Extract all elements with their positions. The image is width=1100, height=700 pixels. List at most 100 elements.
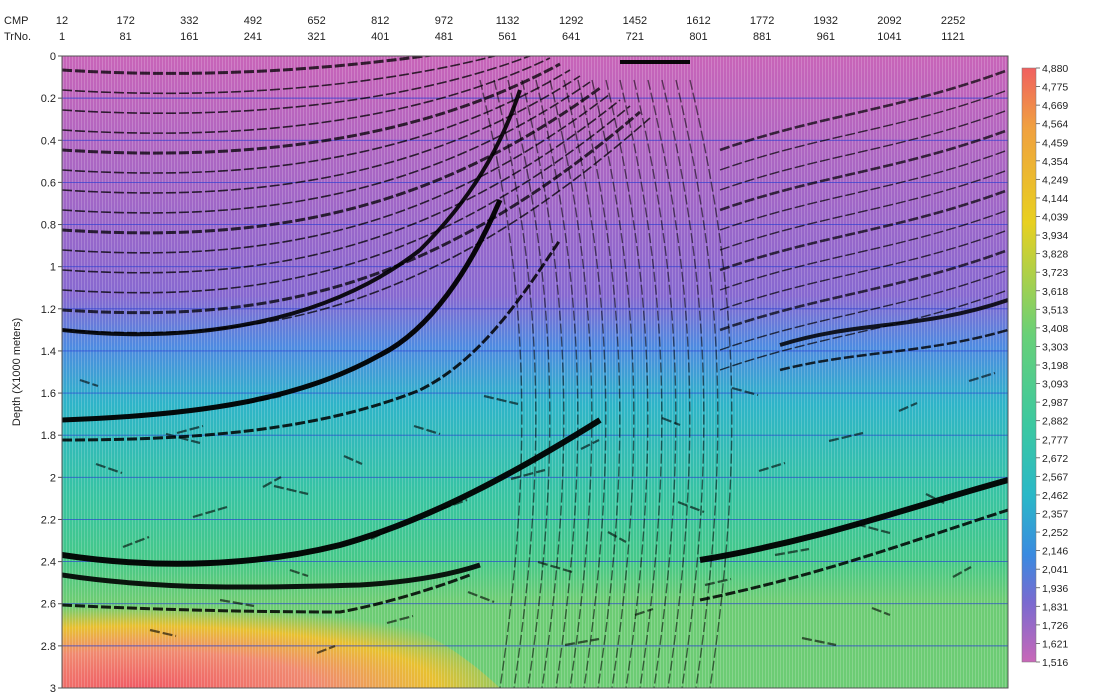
reflector-line [577,79,621,688]
reflector-line [801,636,837,647]
reflector-line [246,394,282,405]
y-tick-label: 0.6 [41,177,56,189]
trace-tick-label: 961 [817,31,835,43]
reflector-line [925,493,945,504]
reflector-line [467,590,495,604]
reflector-line [79,378,99,388]
trace-tick-label: 321 [307,31,325,43]
cmp-tick-label: 1292 [559,15,583,27]
colorbar-label: 4,775 [1042,82,1068,94]
trace-tick-label: 641 [562,31,580,43]
reflector-line [62,99,621,274]
colorbar-label: 2,146 [1042,546,1068,558]
reflector-line [535,79,579,688]
reflector-line [689,79,733,688]
colorbar-label: 2,462 [1042,490,1068,502]
y-tick-label: 1.4 [41,346,56,358]
reflector-line [758,461,786,473]
cmp-tick-label: 492 [244,15,262,27]
colorbar-label: 3,618 [1042,286,1068,298]
y-tick-label: 0.2 [41,93,56,105]
trace-tick-label: 1 [59,31,65,43]
reflector-line [591,79,635,688]
cmp-tick-label: 812 [371,15,389,27]
colorbar-label: 3,513 [1042,304,1068,316]
reflector-line [731,386,759,397]
colorbar-label: 4,669 [1042,100,1068,112]
trace-header-label: TrNo. [4,31,31,43]
colorbar-label: 3,828 [1042,249,1068,261]
colorbar-label: 4,354 [1042,156,1068,168]
reflector-line [719,109,1008,191]
reflector-line [968,371,996,383]
seismic-section [62,56,1008,688]
colorbar-label: 4,249 [1042,174,1068,186]
colorbar-label: 1,726 [1042,620,1068,632]
trace-tick-label: 801 [689,31,707,43]
cmp-tick-label: 2252 [941,15,965,27]
reflector-line [219,598,255,608]
reflector-line [62,56,532,115]
trace-tick-label: 481 [435,31,453,43]
colorbar-label: 1,516 [1042,657,1068,669]
colorbar [1021,67,1037,663]
reflector-line [62,239,562,442]
reflector-line [634,607,654,617]
reflector-line [165,432,201,445]
reflector-line [675,79,719,688]
reflector-line [619,79,663,688]
colorbar-label: 3,303 [1042,341,1068,353]
cmp-tick-label: 1132 [496,15,520,27]
reflector-line [521,79,565,688]
colorbar-label: 3,934 [1042,230,1068,242]
reflector-line [62,56,498,95]
y-axis-label: Depth (X1000 meters) [11,318,23,426]
cmp-tick-label: 1772 [750,15,774,27]
colorbar-label: 2,882 [1042,416,1068,428]
reflector-line [62,81,591,214]
colorbar-label: 4,880 [1042,63,1068,75]
reflector-line [719,229,1008,311]
colorbar-label: 3,093 [1042,379,1068,391]
reflector-line [647,79,691,688]
trace-tick-label: 1041 [877,31,901,43]
trace-tick-label: 241 [244,31,262,43]
reflector-line [661,416,681,427]
reflector-line [483,394,519,406]
reflector-line [633,79,677,688]
reflector-line [871,606,891,617]
cmp-header-label: CMP [4,15,28,27]
reflector-line [779,328,1008,372]
reflector-line [343,454,363,466]
colorbar-label: 2,041 [1042,564,1068,576]
cmp-tick-labels: 12 172 332 492 652 812 972 1132 1292 1452 1612 1772… [56,15,965,27]
colorbar-label: 1,831 [1042,601,1068,613]
colorbar-label: 4,564 [1042,119,1068,131]
reflector-line [855,522,891,535]
y-tick-label: 0.8 [41,220,56,232]
reflector-line [898,401,918,413]
colorbar-label: 4,144 [1042,193,1068,205]
cmp-tick-label: 652 [307,15,325,27]
y-tick-label: 1.6 [41,388,56,400]
reflector-line [719,209,1008,291]
reflector-line [719,289,1008,371]
trace-tick-labels: 1 81 161 241 321 401 481 561 641 721 801 881 961 1041… [59,31,965,43]
reflector-line [563,79,607,688]
reflector-line [62,56,435,75]
reflector-line [493,79,537,688]
reflector-line [413,424,441,436]
reflector-line [176,424,204,435]
reflector-line [719,128,1008,212]
y-tick-label: 1.2 [41,304,56,316]
reflector-line [370,529,390,540]
reflector-line [149,628,177,638]
trace-tick-label: 401 [371,31,389,43]
reflector-line [719,68,1008,152]
reflector-line [62,417,602,567]
reflector-line [719,188,1008,272]
depth-gridlines [62,56,1008,688]
reflector-line [774,547,810,557]
colorbar-label: 4,459 [1042,137,1068,149]
